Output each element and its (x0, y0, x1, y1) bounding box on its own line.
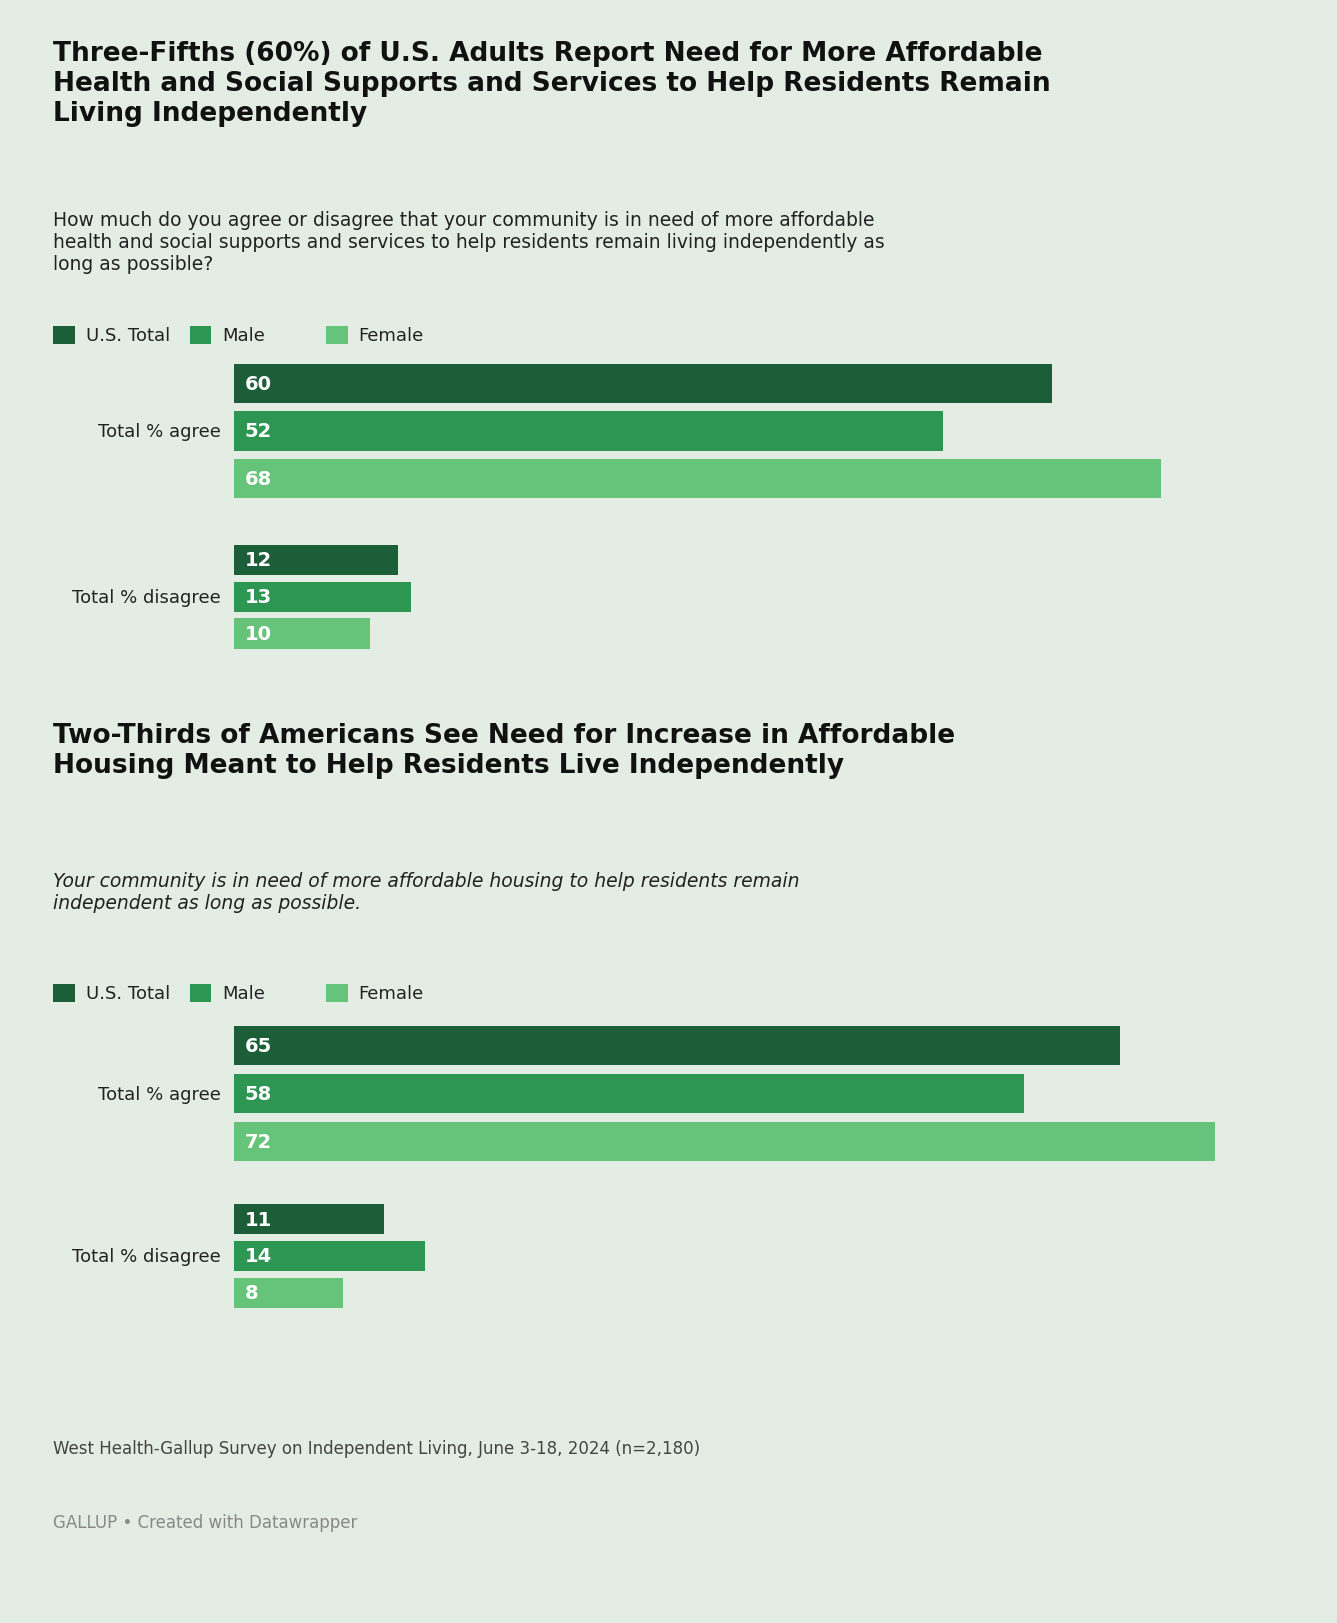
Text: Male: Male (222, 326, 265, 346)
Text: Female: Female (358, 984, 424, 1003)
Text: U.S. Total: U.S. Total (86, 984, 170, 1003)
Text: 14: 14 (245, 1246, 273, 1266)
Text: Total % disagree: Total % disagree (72, 1246, 221, 1266)
Text: Male: Male (222, 984, 265, 1003)
Text: Two-Thirds of Americans See Need for Increase in Affordable
Housing Meant to Hel: Two-Thirds of Americans See Need for Inc… (53, 722, 956, 777)
Text: Total % agree: Total % agree (98, 422, 221, 441)
Text: Total % disagree: Total % disagree (72, 588, 221, 607)
Text: GALLUP • Created with Datawrapper: GALLUP • Created with Datawrapper (53, 1513, 358, 1530)
Text: 11: 11 (245, 1209, 273, 1229)
Text: Your community is in need of more affordable housing to help residents remain
in: Your community is in need of more afford… (53, 872, 800, 912)
Bar (234, 1242, 425, 1271)
Text: 68: 68 (245, 469, 273, 489)
Text: Total % agree: Total % agree (98, 1084, 221, 1104)
Bar (234, 459, 1161, 498)
Bar (234, 583, 410, 612)
Text: How much do you agree or disagree that your community is in need of more afforda: How much do you agree or disagree that y… (53, 211, 885, 274)
Bar (234, 545, 397, 576)
Bar (234, 1121, 1215, 1160)
Bar (234, 618, 370, 649)
Bar (234, 1074, 1024, 1113)
Text: 60: 60 (245, 375, 271, 394)
Text: Female: Female (358, 326, 424, 346)
Text: West Health-Gallup Survey on Independent Living, June 3-18, 2024 (n=2,180): West Health-Gallup Survey on Independent… (53, 1440, 701, 1457)
Text: U.S. Total: U.S. Total (86, 326, 170, 346)
Text: 8: 8 (245, 1284, 258, 1303)
Bar (234, 365, 1052, 404)
Bar (234, 1204, 384, 1235)
Bar (234, 1027, 1119, 1066)
Text: 10: 10 (245, 625, 271, 644)
Bar (234, 412, 943, 451)
Text: 58: 58 (245, 1084, 273, 1104)
Text: Three-Fifths (60%) of U.S. Adults Report Need for More Affordable
Health and Soc: Three-Fifths (60%) of U.S. Adults Report… (53, 41, 1051, 127)
Text: 65: 65 (245, 1037, 273, 1057)
Text: 12: 12 (245, 550, 273, 570)
Text: 13: 13 (245, 588, 271, 607)
Text: 52: 52 (245, 422, 273, 441)
Bar (234, 1277, 344, 1308)
Text: 72: 72 (245, 1131, 271, 1151)
